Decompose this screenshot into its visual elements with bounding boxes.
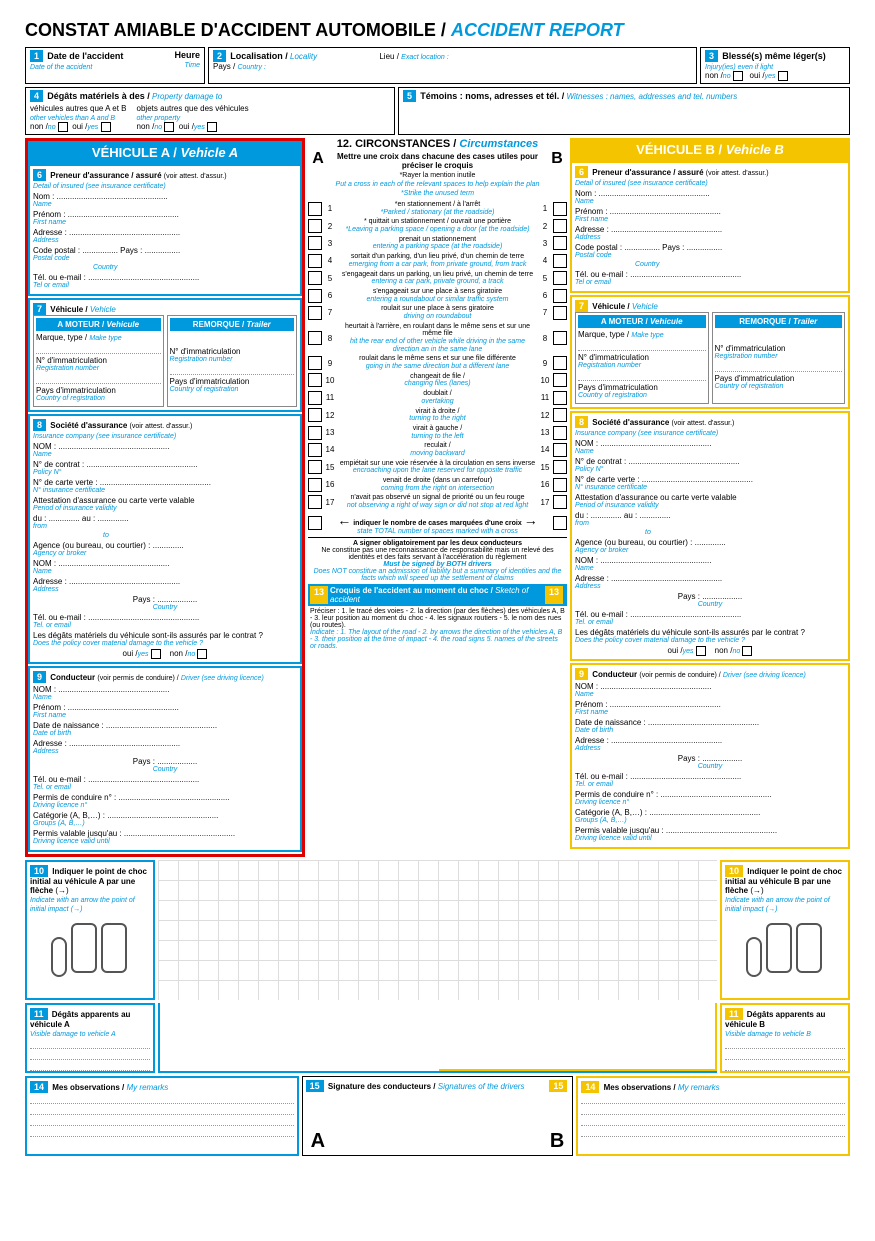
sec1-num: 1: [30, 50, 43, 62]
sketch-row: 10 Indiquer le point de choc initial au …: [25, 860, 850, 1000]
vehicle-a-header: VÉHICULE A / Vehicle A: [28, 141, 302, 164]
cb-injury-yes[interactable]: [778, 71, 788, 81]
sketch-grid[interactable]: [158, 860, 717, 1000]
sec5-num: 5: [403, 90, 416, 102]
damage-row: 11 Dégâts apparents au véhicule A Visibl…: [25, 1003, 850, 1073]
sec7b: 7 Véhicule / Vehicle A MOTEUR / Vehicule…: [570, 295, 850, 409]
sec2-num: 2: [213, 50, 226, 62]
sec4-num: 4: [30, 90, 43, 102]
circumstances-column: 12. CIRCONSTANCES / Circumstances A Mett…: [308, 138, 567, 857]
sec9b: 9 Conducteur (voir permis de conduire) /…: [570, 663, 850, 849]
header-row-2: 4 Dégâts matériels à des / Property dama…: [25, 87, 850, 135]
sec9a: 9 Conducteur (voir permis de conduire) /…: [28, 666, 302, 852]
sec6b: 6 Preneur d'assurance / assuré (voir att…: [570, 161, 850, 293]
vehicle-b-column: VÉHICULE B / Vehicle B 6 Preneur d'assur…: [570, 138, 850, 857]
header-row-1: 1 Date de l'accident Heure Date of the a…: [25, 47, 850, 84]
sec6a: 6 Preneur d'assurance / assuré (voir att…: [28, 164, 302, 296]
sec8b: 8 Société d'assurance (voir attest. d'as…: [570, 411, 850, 661]
page-title: CONSTAT AMIABLE D'ACCIDENT AUTOMOBILE / …: [25, 20, 850, 41]
sec7a: 7 Véhicule / Vehicle A MOTEUR / Vehicule…: [28, 298, 302, 412]
sec3-num: 3: [705, 50, 718, 62]
cb-injury-no[interactable]: [733, 71, 743, 81]
vehicle-a-column: VÉHICULE A / Vehicle A 6 Preneur d'assur…: [25, 138, 305, 857]
vehicle-b-header: VÉHICULE B / Vehicle B: [570, 138, 850, 161]
observations-row: 14 Mes observations / My remarks 15 Sign…: [25, 1076, 850, 1156]
sec8a: 8 Société d'assurance (voir attest. d'as…: [28, 414, 302, 664]
